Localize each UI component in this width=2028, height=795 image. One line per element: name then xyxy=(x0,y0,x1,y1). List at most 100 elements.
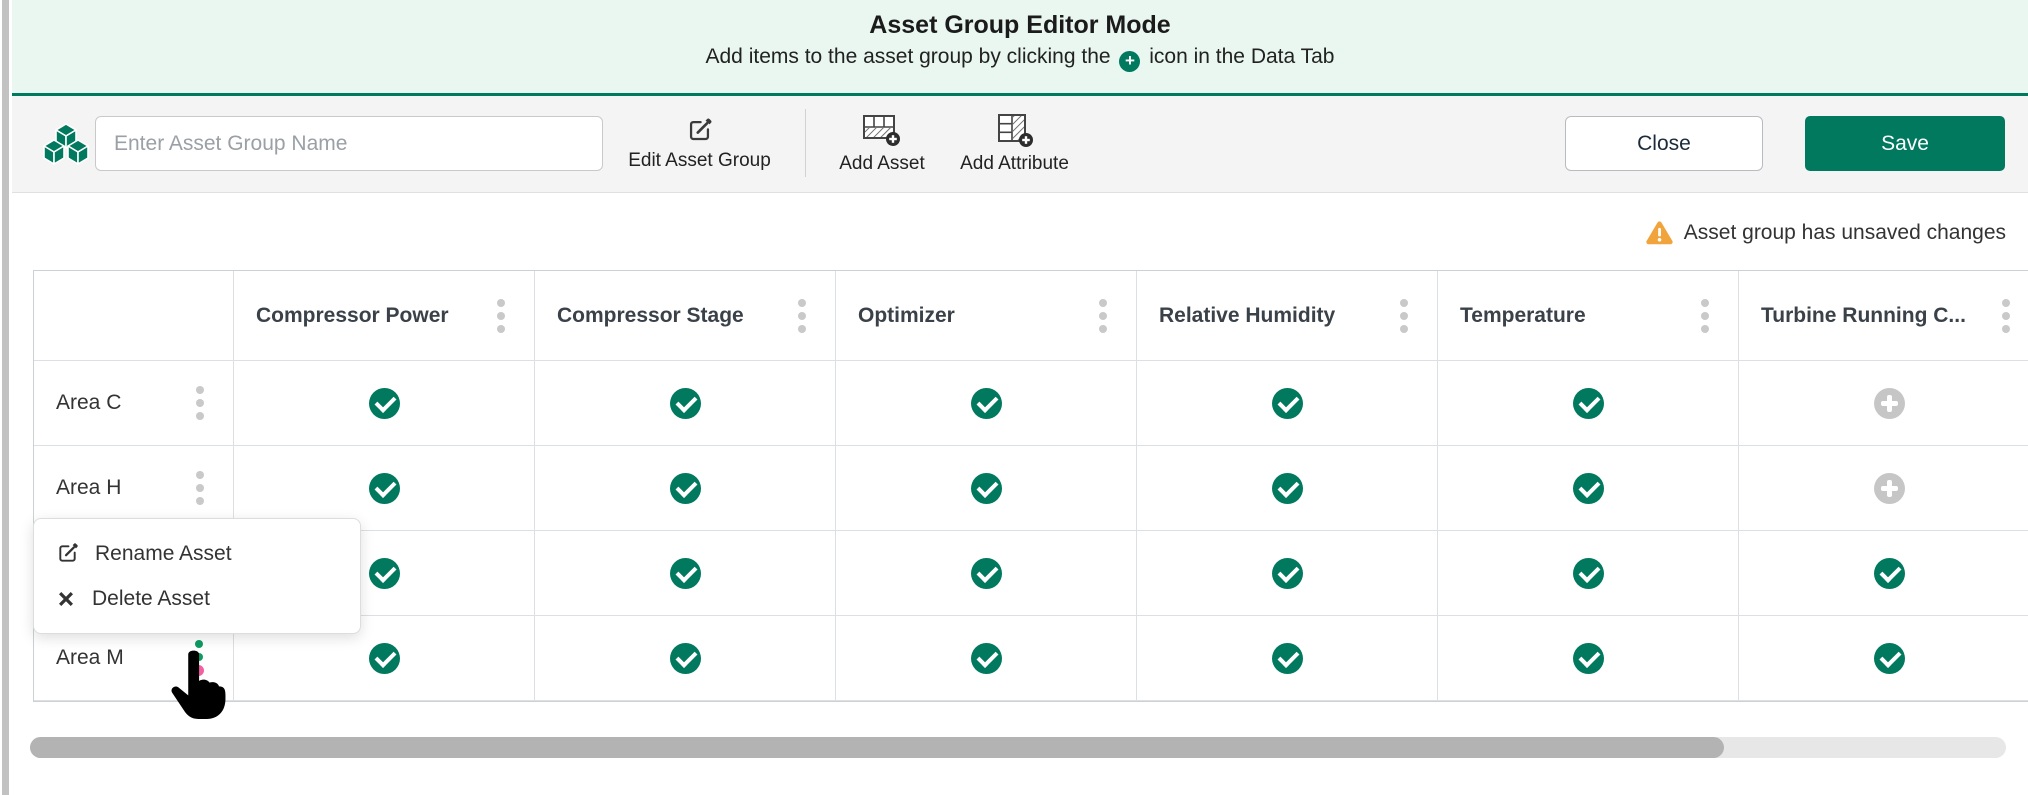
left-panel-edge xyxy=(2,0,9,795)
column-header-label: Turbine Running C... xyxy=(1761,303,1966,327)
row-menu-kebab-icon[interactable] xyxy=(193,468,207,508)
check-circle-icon[interactable] xyxy=(1873,642,1905,674)
edit-asset-group-label: Edit Asset Group xyxy=(628,149,771,171)
check-circle-icon[interactable] xyxy=(970,472,1002,504)
pencil-square-icon xyxy=(689,118,712,140)
warning-triangle-icon xyxy=(1646,221,1673,245)
asset-group-table: Compressor Power Compressor Stage Optimi… xyxy=(33,270,2028,702)
delete-asset-menu-item[interactable]: Delete Asset xyxy=(34,576,360,621)
add-attribute-button[interactable]: Add Attribute xyxy=(947,108,1082,180)
rename-asset-menu-item[interactable]: Rename Asset xyxy=(34,531,360,576)
row-label: Area C xyxy=(56,391,122,414)
table-cell[interactable] xyxy=(1137,531,1438,616)
check-circle-icon[interactable] xyxy=(970,557,1002,589)
row-menu-kebab-icon[interactable] xyxy=(190,637,207,679)
table-cell[interactable] xyxy=(1438,361,1739,446)
check-circle-icon[interactable] xyxy=(1873,557,1905,589)
table-cell[interactable] xyxy=(1438,616,1739,701)
delete-asset-label: Delete Asset xyxy=(92,586,210,610)
check-circle-icon[interactable] xyxy=(1271,557,1303,589)
table-cell[interactable] xyxy=(1438,531,1739,616)
x-icon xyxy=(59,591,73,606)
column-header-compressor-stage: Compressor Stage xyxy=(535,271,836,361)
asset-context-menu: Rename Asset Delete Asset xyxy=(33,518,361,634)
edit-asset-group-button[interactable]: Edit Asset Group xyxy=(607,108,792,180)
table-cell[interactable] xyxy=(535,446,836,531)
add-asset-button[interactable]: Add Asset xyxy=(822,108,942,180)
check-circle-icon[interactable] xyxy=(1271,472,1303,504)
scrollbar-thumb[interactable] xyxy=(30,737,1724,758)
table-cell[interactable] xyxy=(1438,446,1739,531)
column-header-label: Optimizer xyxy=(858,303,955,327)
check-circle-icon[interactable] xyxy=(970,387,1002,419)
row-header-area-h: Area H xyxy=(34,446,234,531)
unsaved-changes-warning: Asset group has unsaved changes xyxy=(1645,220,2006,246)
toolbar-divider xyxy=(805,109,806,177)
check-circle-icon[interactable] xyxy=(368,642,400,674)
row-menu-kebab-icon[interactable] xyxy=(193,383,207,423)
table-cell[interactable] xyxy=(836,446,1137,531)
row-header-area-c: Area C xyxy=(34,361,234,446)
check-circle-icon[interactable] xyxy=(669,472,701,504)
editor-mode-banner: Asset Group Editor Mode Add items to the… xyxy=(12,0,2028,96)
horizontal-scrollbar[interactable] xyxy=(30,737,2006,758)
banner-subtitle-prefix: Add items to the asset group by clicking… xyxy=(705,45,1111,68)
table-cell[interactable] xyxy=(1739,616,2028,701)
check-circle-icon[interactable] xyxy=(1271,387,1303,419)
add-attribute-label: Add Attribute xyxy=(960,153,1069,174)
column-menu-kebab-icon[interactable] xyxy=(494,296,508,336)
table-cell[interactable] xyxy=(1739,361,2028,446)
add-circle-icon[interactable] xyxy=(1873,472,1905,504)
row-label: Area H xyxy=(56,476,122,499)
table-cell[interactable] xyxy=(836,361,1137,446)
table-cell[interactable] xyxy=(1739,446,2028,531)
check-circle-icon[interactable] xyxy=(368,557,400,589)
save-button[interactable]: Save xyxy=(1805,116,2005,171)
table-cell[interactable] xyxy=(1739,531,2028,616)
table-cell[interactable] xyxy=(836,531,1137,616)
asset-group-name-input[interactable] xyxy=(95,116,603,171)
column-menu-kebab-icon[interactable] xyxy=(795,296,809,336)
column-header-temperature: Temperature xyxy=(1438,271,1739,361)
check-circle-icon[interactable] xyxy=(1271,642,1303,674)
page-title: Asset Group Editor Mode xyxy=(869,11,1171,39)
table-cell[interactable] xyxy=(1137,446,1438,531)
column-menu-kebab-icon[interactable] xyxy=(1999,296,2013,336)
table-cell[interactable] xyxy=(836,616,1137,701)
banner-subtitle: Add items to the asset group by clicking… xyxy=(12,45,2028,72)
table-cell[interactable] xyxy=(234,446,535,531)
table-cell[interactable] xyxy=(535,616,836,701)
check-circle-icon[interactable] xyxy=(368,387,400,419)
banner-subtitle-suffix: icon in the Data Tab xyxy=(1149,45,1335,68)
close-button[interactable]: Close xyxy=(1565,116,1763,171)
check-circle-icon[interactable] xyxy=(1572,387,1604,419)
table-cell[interactable] xyxy=(234,361,535,446)
check-circle-icon[interactable] xyxy=(669,642,701,674)
check-circle-icon[interactable] xyxy=(669,557,701,589)
column-header-label: Compressor Power xyxy=(256,303,449,327)
add-asset-label: Add Asset xyxy=(839,153,925,174)
cubes-icon xyxy=(43,123,89,165)
check-circle-icon[interactable] xyxy=(1572,557,1604,589)
table-add-row-plus-icon xyxy=(863,115,900,146)
column-menu-kebab-icon[interactable] xyxy=(1397,296,1411,336)
add-circle-icon[interactable] xyxy=(1873,387,1905,419)
table-cell[interactable] xyxy=(1137,361,1438,446)
toolbar: Edit Asset Group Add Asset xyxy=(12,96,2028,193)
table-cell[interactable] xyxy=(535,531,836,616)
check-circle-icon[interactable] xyxy=(970,642,1002,674)
check-circle-icon[interactable] xyxy=(368,472,400,504)
check-circle-icon[interactable] xyxy=(1572,472,1604,504)
table-cell[interactable] xyxy=(1137,616,1438,701)
column-header-turbine-running: Turbine Running C... xyxy=(1739,271,2028,361)
check-circle-icon[interactable] xyxy=(1572,642,1604,674)
plus-circle-icon: + xyxy=(1119,50,1141,72)
table-cell[interactable] xyxy=(535,361,836,446)
column-header-label: Compressor Stage xyxy=(557,303,744,327)
column-menu-kebab-icon[interactable] xyxy=(1096,296,1110,336)
column-header-optimizer: Optimizer xyxy=(836,271,1137,361)
check-circle-icon[interactable] xyxy=(669,387,701,419)
column-header-compressor-power: Compressor Power xyxy=(234,271,535,361)
column-menu-kebab-icon[interactable] xyxy=(1698,296,1712,336)
